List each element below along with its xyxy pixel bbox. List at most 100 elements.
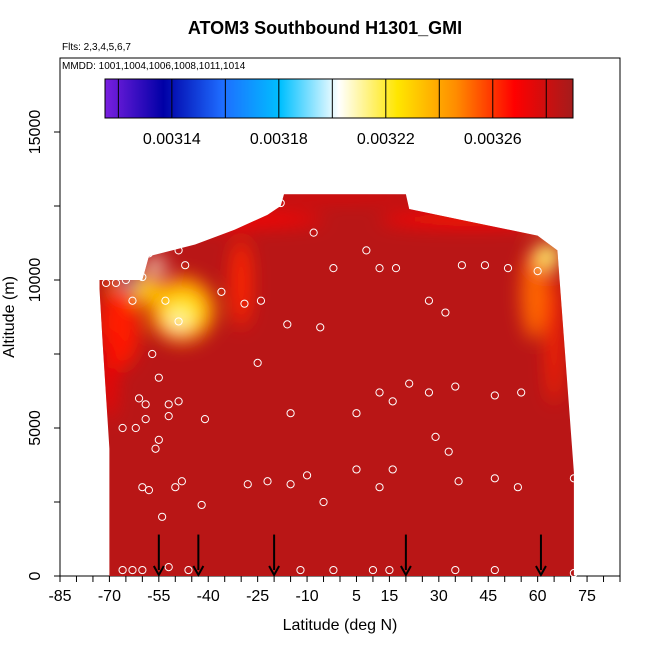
sample-point	[111, 278, 121, 288]
field-anomaly	[547, 274, 561, 405]
sample-point	[316, 323, 325, 332]
sample-point	[102, 278, 111, 288]
sample-point	[181, 261, 190, 270]
sample-point	[217, 287, 226, 296]
concentration-field	[99, 194, 574, 576]
sample-point	[319, 497, 328, 507]
sample-point	[128, 296, 137, 305]
sample-point	[174, 246, 183, 255]
sample-point	[451, 382, 460, 391]
sample-point	[256, 296, 266, 305]
flight-marker-arrow	[152, 534, 165, 578]
sample-point	[138, 483, 147, 492]
sample-point	[309, 228, 318, 237]
sample-points	[102, 198, 578, 578]
sample-point	[480, 261, 490, 270]
sample-point	[302, 471, 312, 480]
y-axis-label: Altitude (m)	[1, 276, 18, 358]
sample-point	[490, 391, 499, 400]
x-tick-label: 30	[430, 588, 448, 605]
sample-point	[121, 275, 130, 285]
sample-point	[243, 480, 252, 489]
flight-markers	[152, 534, 547, 578]
sample-point	[174, 397, 183, 406]
sample-point	[441, 308, 450, 317]
x-tick-label: 45	[479, 588, 497, 605]
colorbar-tick-label: 0.00326	[464, 131, 522, 148]
sample-point	[154, 435, 163, 444]
flights-subtitle: Flts: 2,3,4,5,6,7	[62, 42, 131, 53]
flight-marker-arrow	[268, 534, 280, 578]
sample-point	[451, 565, 460, 575]
sample-point	[503, 264, 513, 273]
sample-point	[454, 477, 463, 486]
sample-point	[388, 397, 397, 406]
sample-point	[352, 409, 361, 418]
x-tick-label: -10	[295, 588, 318, 605]
sample-point	[253, 358, 262, 367]
sample-point	[352, 465, 361, 474]
sample-point	[569, 474, 578, 483]
sample-point	[161, 296, 170, 305]
sample-point	[329, 264, 338, 273]
x-tick-label: -25	[246, 588, 269, 605]
sample-point	[286, 480, 295, 489]
sample-point	[154, 373, 163, 382]
sample-point	[490, 565, 499, 575]
sample-point	[138, 565, 147, 575]
sample-point	[128, 269, 137, 279]
sample-point	[134, 261, 144, 270]
colorbar-tick-label: 0.00314	[143, 131, 201, 148]
sample-point	[128, 565, 137, 575]
sample-point	[197, 500, 206, 510]
sample-point	[118, 565, 127, 575]
sample-point	[141, 400, 150, 409]
sample-point	[283, 320, 292, 329]
sample-point	[131, 423, 140, 433]
sample-point	[391, 264, 401, 273]
y-tick-label: 10000	[27, 258, 44, 303]
colorbar-tick-label: 0.00322	[357, 131, 415, 148]
sample-point	[329, 565, 338, 575]
sample-point	[138, 272, 147, 282]
sample-point	[457, 261, 466, 270]
colorbar-gradient	[104, 78, 574, 119]
sample-point	[375, 264, 384, 273]
field-anomaly	[267, 194, 413, 200]
field-anomaly	[145, 257, 166, 273]
sample-point	[164, 563, 173, 572]
x-tick-label: -40	[197, 588, 220, 605]
flight-marker-arrow	[192, 534, 205, 578]
sample-point	[164, 400, 173, 409]
chart-title: ATOM3 Southbound H1301_GMI	[187, 18, 463, 38]
sample-point	[174, 317, 183, 326]
sample-point	[368, 565, 378, 575]
dates-subtitle: MMDD: 1001,1004,1006,1008,1011,1014	[62, 61, 246, 72]
sample-point	[569, 568, 578, 578]
sample-point	[141, 415, 150, 424]
field-anomaly	[102, 330, 117, 420]
sample-point	[148, 349, 157, 359]
x-tick-label: -55	[147, 588, 170, 605]
x-tick-label: -70	[98, 588, 121, 605]
x-tick-label: 75	[578, 588, 596, 605]
sample-point	[513, 483, 522, 492]
x-tick-label: 60	[529, 588, 547, 605]
y-tick-label: 5000	[27, 410, 44, 446]
x-axis-label: Latitude (deg N)	[283, 617, 398, 634]
field-anomaly	[534, 243, 561, 270]
sample-point	[388, 465, 397, 474]
sample-point	[533, 267, 542, 276]
sample-point	[171, 483, 180, 492]
sample-point	[296, 565, 305, 575]
sample-point	[490, 474, 499, 483]
field-anomaly	[379, 211, 564, 228]
field-background	[99, 194, 574, 576]
sample-point	[517, 388, 526, 397]
sample-point	[385, 565, 394, 575]
sample-point	[276, 198, 285, 208]
sample-point	[424, 296, 434, 305]
sample-point	[375, 483, 384, 492]
sample-point	[411, 201, 420, 211]
